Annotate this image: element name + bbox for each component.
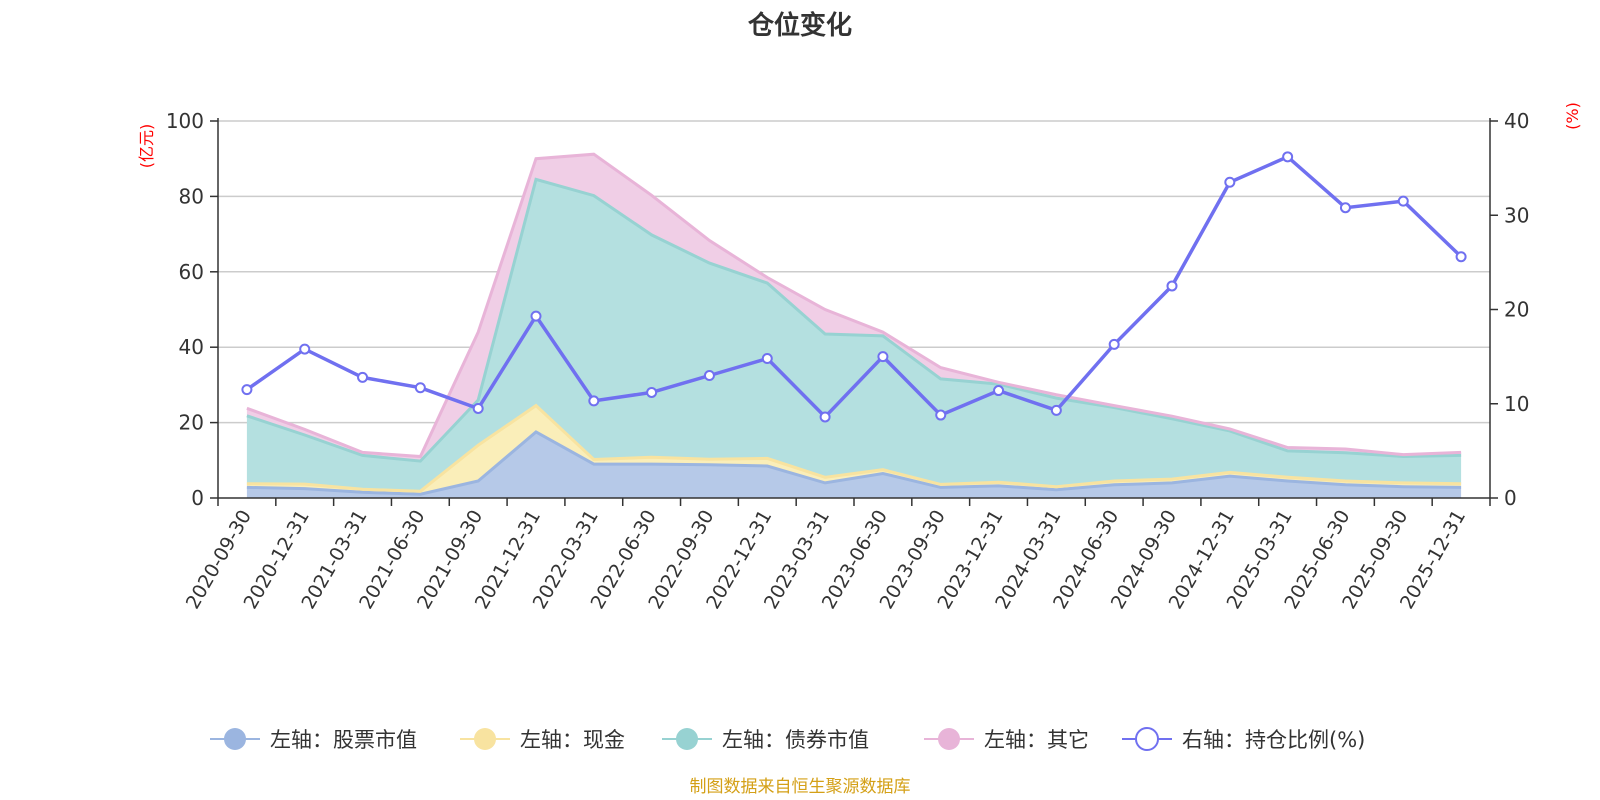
legend-item-bond[interactable]: 左轴：债券市值 xyxy=(662,728,869,752)
legend-item-stock[interactable]: 左轴：股票市值 xyxy=(210,728,417,752)
legend-label: 右轴：持仓比例(%) xyxy=(1182,728,1365,752)
ratio-line xyxy=(245,154,1463,420)
legend-marker xyxy=(224,728,246,750)
ratio-point xyxy=(414,382,426,394)
left-axis-unit: (亿元) xyxy=(137,124,156,169)
left-tick-label: 0 xyxy=(191,486,204,510)
area-stock xyxy=(246,432,1462,498)
ratio-point xyxy=(1050,404,1062,416)
area-cash xyxy=(246,405,1462,495)
ratio-point xyxy=(241,384,253,396)
area-line-stock xyxy=(246,430,1462,496)
ratio-point xyxy=(530,310,542,322)
left-tick-label: 20 xyxy=(179,411,204,435)
legend-marker xyxy=(938,728,960,750)
right-tick-label: 10 xyxy=(1504,392,1529,416)
ratio-point xyxy=(935,409,947,421)
area-other xyxy=(246,154,1462,462)
legend-item-other[interactable]: 左轴：其它 xyxy=(924,728,1089,752)
legend[interactable]: 左轴：股票市值 左轴：现金 左轴：债券市值 左轴：其它 右轴：持仓比例(%) xyxy=(210,727,1365,752)
left-tick-label: 80 xyxy=(179,184,204,208)
ratio-point xyxy=(646,386,658,398)
ratio-point xyxy=(1397,195,1409,207)
right-tick-label: 20 xyxy=(1504,298,1529,322)
left-tick-label: 100 xyxy=(166,109,204,133)
left-tick-label: 40 xyxy=(179,335,204,359)
area-line-bond xyxy=(246,177,1462,463)
ratio-point xyxy=(1166,280,1178,292)
ratio-point xyxy=(1108,338,1120,350)
ratio-point xyxy=(472,402,484,414)
left-tick-label: 60 xyxy=(179,260,204,284)
area-line-other xyxy=(246,152,1462,459)
legend-marker xyxy=(676,728,698,750)
legend-label: 左轴：股票市值 xyxy=(270,728,417,752)
legend-item-cash[interactable]: 左轴：现金 xyxy=(460,728,625,752)
ratio-point xyxy=(588,395,600,407)
ratio-point xyxy=(1282,151,1294,163)
ratio-point xyxy=(1339,202,1351,214)
ratio-point xyxy=(761,353,773,365)
right-tick-label: 40 xyxy=(1504,109,1529,133)
right-tick-label: 30 xyxy=(1504,203,1529,227)
ratio-point xyxy=(819,411,831,423)
legend-label: 左轴：债券市值 xyxy=(722,728,869,752)
ratio-point xyxy=(299,343,311,355)
ratio-point xyxy=(1455,251,1467,263)
ratio-point xyxy=(703,369,715,381)
axes xyxy=(210,118,1498,506)
ratio-point xyxy=(993,385,1005,397)
ratio-point xyxy=(357,371,369,383)
legend-label: 左轴：其它 xyxy=(984,728,1089,752)
right-axis-unit: (%) xyxy=(1563,102,1582,130)
legend-label: 左轴：现金 xyxy=(520,728,625,752)
right-tick-label: 0 xyxy=(1504,486,1517,510)
chart-title: 仓位变化 xyxy=(747,10,852,41)
ratio-point xyxy=(1224,176,1236,188)
source-note: 制图数据来自恒生聚源数据库 xyxy=(690,777,911,797)
stacked-areas xyxy=(246,152,1462,498)
legend-marker xyxy=(1135,727,1159,751)
legend-item-ratio[interactable]: 右轴：持仓比例(%) xyxy=(1122,727,1365,752)
grid-lines xyxy=(218,120,1490,424)
ratio-point xyxy=(877,351,889,363)
legend-marker xyxy=(474,728,496,750)
ratio-line-series xyxy=(241,151,1467,423)
area-line-cash xyxy=(246,403,1462,493)
